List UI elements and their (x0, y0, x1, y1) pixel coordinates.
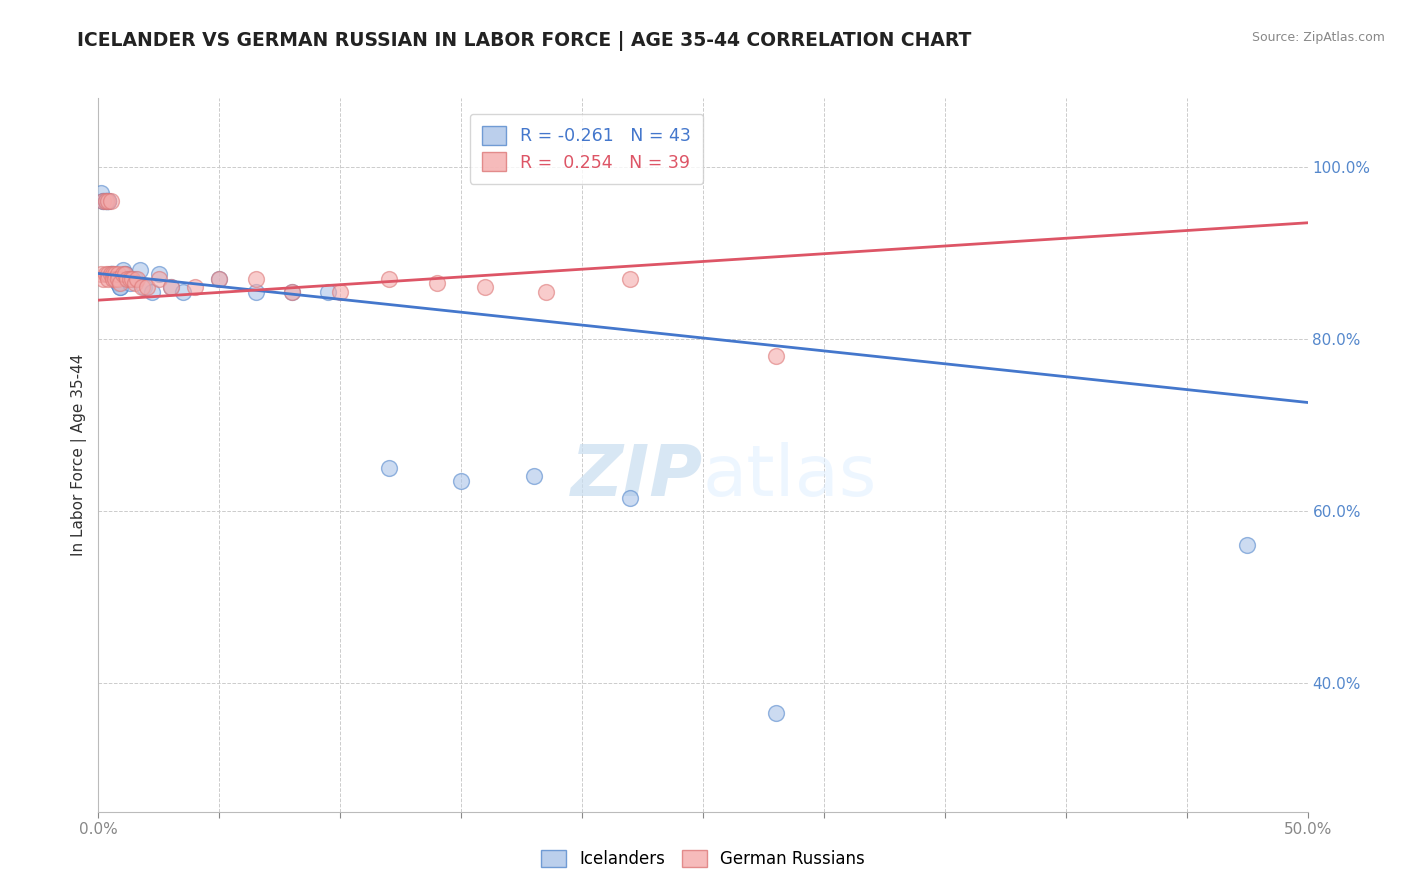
Point (101, 271, 124, 285)
Point (117, 271, 139, 285)
Point (148, 271, 170, 285)
Point (91, 194, 114, 209)
Point (108, 276, 131, 290)
Text: atlas: atlas (703, 442, 877, 511)
Point (160, 280, 183, 294)
Point (94, 194, 117, 209)
Point (184, 280, 207, 294)
Point (121, 271, 143, 285)
Legend: R = -0.261   N = 43, R =  0.254   N = 39: R = -0.261 N = 43, R = 0.254 N = 39 (470, 114, 703, 184)
Point (534, 285, 557, 299)
Point (148, 268, 170, 282)
Point (619, 271, 641, 285)
Point (208, 271, 231, 285)
Point (101, 268, 124, 282)
Point (91, 271, 114, 285)
Point (107, 276, 129, 290)
Point (104, 271, 127, 285)
Point (101, 268, 124, 282)
Point (523, 469, 546, 483)
Point (619, 491, 641, 505)
Point (124, 271, 146, 285)
Point (377, 271, 399, 285)
Point (107, 271, 129, 285)
Point (118, 276, 141, 290)
Point (94, 194, 117, 209)
Point (765, 349, 787, 363)
Point (90, 268, 112, 282)
Point (91, 194, 114, 209)
Point (94, 194, 117, 209)
Point (117, 271, 139, 285)
Point (141, 285, 163, 299)
Point (118, 271, 141, 285)
Point (90, 186, 112, 200)
Point (114, 268, 136, 282)
Point (94, 194, 117, 209)
Text: Source: ZipAtlas.com: Source: ZipAtlas.com (1251, 31, 1385, 45)
Point (245, 285, 267, 299)
Point (97, 194, 120, 209)
Point (127, 271, 149, 285)
Point (91, 194, 114, 209)
Point (426, 276, 449, 290)
Text: ZIP: ZIP (571, 442, 703, 511)
Point (97, 271, 120, 285)
Point (281, 285, 304, 299)
Point (97, 268, 120, 282)
Point (245, 271, 267, 285)
Point (377, 460, 399, 475)
Point (160, 280, 183, 294)
Point (135, 280, 157, 294)
Point (97, 194, 120, 209)
Point (114, 268, 136, 282)
Point (329, 285, 352, 299)
Point (474, 280, 496, 294)
Point (100, 268, 122, 282)
Point (100, 268, 122, 282)
Point (100, 194, 122, 209)
Point (94, 268, 117, 282)
Legend: Icelanders, German Russians: Icelanders, German Russians (534, 843, 872, 875)
Point (208, 271, 231, 285)
Point (107, 276, 129, 290)
Point (131, 280, 153, 294)
Point (316, 285, 339, 299)
Point (101, 268, 124, 282)
Point (97, 194, 120, 209)
Point (100, 268, 122, 282)
Point (104, 268, 127, 282)
Point (172, 285, 194, 299)
Point (97, 194, 120, 209)
Point (111, 268, 134, 282)
Point (1236, 538, 1258, 552)
Point (104, 271, 127, 285)
Point (108, 280, 131, 294)
Point (450, 474, 472, 488)
Point (121, 271, 143, 285)
Point (104, 271, 127, 285)
Point (108, 280, 131, 294)
Point (281, 285, 304, 299)
Point (765, 706, 787, 720)
Point (114, 268, 136, 282)
Y-axis label: In Labor Force | Age 35-44: In Labor Force | Age 35-44 (72, 354, 87, 556)
Point (128, 263, 150, 277)
Point (134, 280, 156, 294)
Point (111, 263, 134, 277)
Text: ICELANDER VS GERMAN RUSSIAN IN LABOR FORCE | AGE 35-44 CORRELATION CHART: ICELANDER VS GERMAN RUSSIAN IN LABOR FOR… (77, 31, 972, 51)
Point (107, 268, 129, 282)
Point (100, 268, 122, 282)
Point (124, 276, 146, 290)
